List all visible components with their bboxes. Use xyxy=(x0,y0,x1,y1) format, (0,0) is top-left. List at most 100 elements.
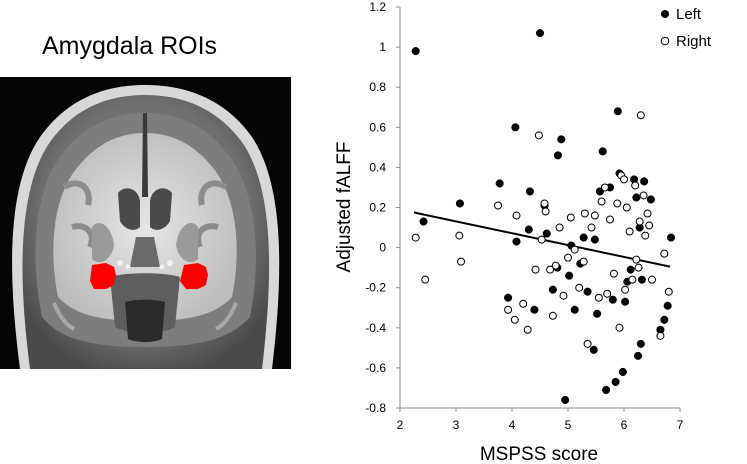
left-data-point xyxy=(455,199,464,208)
right-data-point xyxy=(504,305,513,314)
right-data-point xyxy=(541,207,550,216)
right-data-point xyxy=(606,215,614,224)
right-data-point xyxy=(580,209,589,218)
x-tick-label: 7 xyxy=(677,418,684,432)
x-tick-label: 2 xyxy=(397,418,404,432)
right-data-point xyxy=(531,265,540,274)
right-data-point xyxy=(622,203,631,212)
x-tick-label: 6 xyxy=(621,418,628,432)
left-data-point xyxy=(525,187,534,196)
left-data-point xyxy=(511,123,520,132)
right-data-point xyxy=(643,209,652,218)
roi-left-amygdala xyxy=(90,263,116,289)
left-data-point xyxy=(548,285,557,294)
right-data-point xyxy=(519,299,528,308)
right-data-point xyxy=(609,269,618,278)
right-data-point xyxy=(551,261,560,270)
x-tick-label: 4 xyxy=(509,418,516,432)
left-data-point xyxy=(570,305,579,314)
y-tick-label: 0.8 xyxy=(369,80,386,94)
left-data-point xyxy=(636,339,645,348)
right-data-point xyxy=(579,257,588,266)
x-axis-title: MSPSS score xyxy=(480,444,598,464)
y-tick-label: -0.2 xyxy=(365,281,386,295)
right-data-point xyxy=(510,315,519,324)
right-data-point xyxy=(628,275,637,284)
y-tick-label: 0.6 xyxy=(369,120,386,134)
right-data-point xyxy=(603,289,612,298)
right-data-point xyxy=(534,131,543,140)
chart-legend: Left Right xyxy=(660,6,712,50)
y-tick-label: -0.4 xyxy=(365,321,386,335)
right-data-point xyxy=(512,211,521,220)
right-data-point xyxy=(620,175,628,184)
roi-panel-title: Amygdala ROIs xyxy=(42,32,218,60)
y-tick-label: 1 xyxy=(379,40,386,54)
left-data-point xyxy=(504,293,513,302)
left-data-point xyxy=(646,195,655,204)
left-data-point xyxy=(535,29,545,38)
right-data-point xyxy=(421,275,430,284)
y-axis-title: Adjusted fALFF xyxy=(334,142,355,273)
right-data-point xyxy=(537,235,546,244)
right-data-point xyxy=(632,255,641,264)
left-data-point xyxy=(530,305,539,314)
left-data-point xyxy=(512,237,521,246)
right-data-point xyxy=(411,233,420,242)
right-data-point xyxy=(548,311,557,320)
left-data-point xyxy=(663,301,672,310)
left-data-point xyxy=(553,151,562,160)
scatter-chart: 2 3 4 5 6 7 -0.8 -0.6 -0.4 -0.2 0 0.2 0.4 0.6 0.8 1 1.2 … xyxy=(330,0,747,464)
right-data-point xyxy=(564,253,572,262)
chart-points xyxy=(411,29,676,405)
left-data-point xyxy=(666,233,676,242)
y-tick-label: 0.4 xyxy=(369,160,386,174)
left-data-point xyxy=(495,179,504,188)
legend-left-marker xyxy=(661,10,669,18)
left-data-point xyxy=(598,147,607,156)
right-data-point xyxy=(555,223,564,232)
left-data-point xyxy=(633,351,643,360)
left-data-point xyxy=(640,177,649,186)
right-data-point xyxy=(635,217,644,226)
left-data-point xyxy=(611,377,620,386)
right-data-point xyxy=(494,201,502,210)
left-data-point xyxy=(565,271,574,280)
left-data-point xyxy=(593,309,602,318)
right-data-point xyxy=(587,223,596,232)
right-data-point xyxy=(583,339,592,348)
right-data-point xyxy=(634,263,643,272)
y-tick-label: -0.8 xyxy=(365,401,386,415)
left-data-point xyxy=(561,395,570,405)
y-tick-label: -0.6 xyxy=(365,361,386,375)
left-data-point xyxy=(411,47,420,56)
y-tick-label: 0 xyxy=(379,241,386,255)
right-data-point xyxy=(590,211,599,220)
left-data-point xyxy=(621,297,630,306)
left-data-point xyxy=(608,295,617,304)
right-data-point xyxy=(615,323,624,332)
left-data-point xyxy=(660,315,669,324)
right-data-point xyxy=(523,325,532,334)
right-data-point xyxy=(455,231,464,240)
right-data-point xyxy=(600,183,609,192)
x-tick-label: 3 xyxy=(453,418,460,432)
right-data-point xyxy=(641,231,650,240)
left-data-point xyxy=(632,193,641,202)
x-tick-label: 5 xyxy=(565,418,572,432)
right-data-point xyxy=(575,283,584,292)
right-data-point xyxy=(597,197,606,206)
right-data-point xyxy=(457,257,466,266)
right-data-point xyxy=(613,199,622,208)
right-data-point xyxy=(559,291,568,300)
legend-right-label: Right xyxy=(676,33,712,50)
left-data-point xyxy=(542,229,551,238)
left-data-point xyxy=(602,385,611,395)
roi-right-amygdala xyxy=(180,263,208,289)
right-data-point xyxy=(625,227,634,236)
left-data-point xyxy=(524,225,533,234)
coronal-brain-image xyxy=(0,77,291,369)
left-data-point xyxy=(419,217,428,226)
legend-right-marker xyxy=(660,36,670,46)
left-data-point xyxy=(626,265,635,274)
